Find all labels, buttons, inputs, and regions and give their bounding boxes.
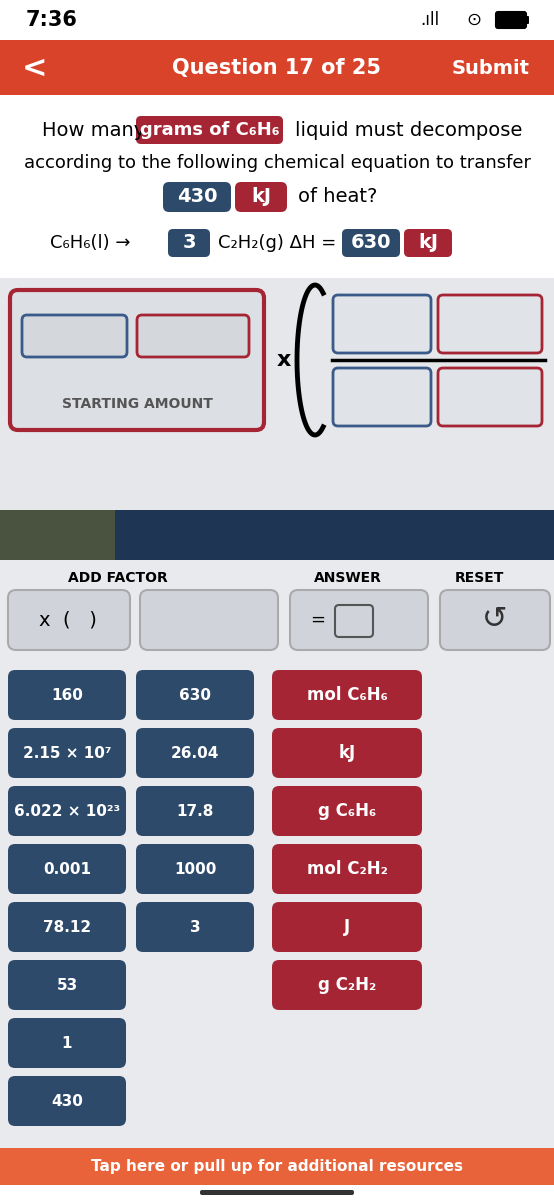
Text: =: = <box>310 611 326 629</box>
Text: C₆H₆(l) →: C₆H₆(l) → <box>50 234 131 252</box>
Text: 17.8: 17.8 <box>176 804 214 818</box>
Text: x  (   ): x ( ) <box>39 611 97 630</box>
FancyBboxPatch shape <box>0 40 554 95</box>
FancyBboxPatch shape <box>0 278 554 510</box>
FancyBboxPatch shape <box>137 314 249 358</box>
FancyBboxPatch shape <box>404 229 452 257</box>
Text: 630: 630 <box>351 234 391 252</box>
Text: 7:36: 7:36 <box>26 10 78 30</box>
Text: mol C₆H₆: mol C₆H₆ <box>306 686 387 704</box>
Text: STARTING AMOUNT: STARTING AMOUNT <box>61 397 212 410</box>
FancyBboxPatch shape <box>8 1018 126 1068</box>
Text: 630: 630 <box>179 688 211 702</box>
Text: kJ: kJ <box>418 234 438 252</box>
FancyBboxPatch shape <box>526 16 529 24</box>
FancyBboxPatch shape <box>235 182 287 212</box>
Text: liquid must decompose: liquid must decompose <box>295 120 522 139</box>
Text: according to the following chemical equation to transfer: according to the following chemical equa… <box>23 154 531 172</box>
FancyBboxPatch shape <box>168 229 210 257</box>
FancyBboxPatch shape <box>335 605 373 637</box>
Text: 430: 430 <box>51 1093 83 1109</box>
FancyBboxPatch shape <box>272 728 422 778</box>
FancyBboxPatch shape <box>10 290 264 430</box>
Text: ⊙: ⊙ <box>466 11 481 29</box>
Text: ANSWER: ANSWER <box>314 571 382 584</box>
FancyBboxPatch shape <box>8 1076 126 1126</box>
Text: 160: 160 <box>51 688 83 702</box>
Text: Question 17 of 25: Question 17 of 25 <box>172 58 382 78</box>
Text: 1000: 1000 <box>174 862 216 876</box>
FancyBboxPatch shape <box>8 902 126 952</box>
Text: 430: 430 <box>177 187 217 206</box>
Text: Tap here or pull up for additional resources: Tap here or pull up for additional resou… <box>91 1159 463 1175</box>
Text: x: x <box>277 350 291 370</box>
FancyBboxPatch shape <box>440 590 550 650</box>
FancyBboxPatch shape <box>0 0 554 40</box>
FancyBboxPatch shape <box>0 95 554 390</box>
FancyBboxPatch shape <box>22 314 127 358</box>
FancyBboxPatch shape <box>333 368 431 426</box>
Text: 6.022 × 10²³: 6.022 × 10²³ <box>14 804 120 818</box>
FancyBboxPatch shape <box>115 510 554 560</box>
FancyBboxPatch shape <box>136 728 254 778</box>
Text: of heat?: of heat? <box>298 187 377 206</box>
FancyBboxPatch shape <box>0 560 554 1160</box>
Text: kJ: kJ <box>251 187 271 206</box>
Text: mol C₂H₂: mol C₂H₂ <box>306 860 387 878</box>
Text: grams of C₆H₆: grams of C₆H₆ <box>140 121 280 139</box>
Text: kJ: kJ <box>338 744 356 762</box>
Text: 3: 3 <box>189 919 201 935</box>
FancyBboxPatch shape <box>272 902 422 952</box>
Text: .ıll: .ıll <box>420 11 439 29</box>
FancyBboxPatch shape <box>342 229 400 257</box>
FancyBboxPatch shape <box>8 786 126 836</box>
FancyBboxPatch shape <box>8 590 130 650</box>
FancyBboxPatch shape <box>136 902 254 952</box>
Text: C₂H₂(g) ΔH =: C₂H₂(g) ΔH = <box>218 234 336 252</box>
Text: Submit: Submit <box>452 59 530 78</box>
Text: 1: 1 <box>61 1036 72 1050</box>
Text: ADD FACTOR: ADD FACTOR <box>68 571 168 584</box>
FancyBboxPatch shape <box>272 844 422 894</box>
Text: 3: 3 <box>182 234 196 252</box>
FancyBboxPatch shape <box>272 670 422 720</box>
Text: 53: 53 <box>57 978 78 992</box>
Text: 2.15 × 10⁷: 2.15 × 10⁷ <box>23 745 111 761</box>
FancyBboxPatch shape <box>136 670 254 720</box>
FancyBboxPatch shape <box>272 960 422 1010</box>
Text: g C₆H₆: g C₆H₆ <box>318 802 376 820</box>
FancyBboxPatch shape <box>200 1190 354 1195</box>
Text: 78.12: 78.12 <box>43 919 91 935</box>
Text: J: J <box>344 918 350 936</box>
Text: RESET: RESET <box>454 571 504 584</box>
FancyBboxPatch shape <box>0 1148 554 1186</box>
FancyBboxPatch shape <box>496 12 526 28</box>
FancyBboxPatch shape <box>140 590 278 650</box>
FancyBboxPatch shape <box>438 368 542 426</box>
FancyBboxPatch shape <box>272 786 422 836</box>
FancyBboxPatch shape <box>333 295 431 353</box>
Text: <: < <box>22 54 48 83</box>
FancyBboxPatch shape <box>8 728 126 778</box>
FancyBboxPatch shape <box>0 510 115 560</box>
FancyBboxPatch shape <box>136 116 283 144</box>
Text: 26.04: 26.04 <box>171 745 219 761</box>
FancyBboxPatch shape <box>8 844 126 894</box>
Text: How many: How many <box>42 120 145 139</box>
FancyBboxPatch shape <box>8 960 126 1010</box>
FancyBboxPatch shape <box>136 844 254 894</box>
FancyBboxPatch shape <box>136 786 254 836</box>
FancyBboxPatch shape <box>163 182 231 212</box>
FancyBboxPatch shape <box>290 590 428 650</box>
Text: g C₂H₂: g C₂H₂ <box>318 976 376 994</box>
FancyBboxPatch shape <box>438 295 542 353</box>
Text: ↺: ↺ <box>482 606 508 635</box>
FancyBboxPatch shape <box>8 670 126 720</box>
Text: 0.001: 0.001 <box>43 862 91 876</box>
